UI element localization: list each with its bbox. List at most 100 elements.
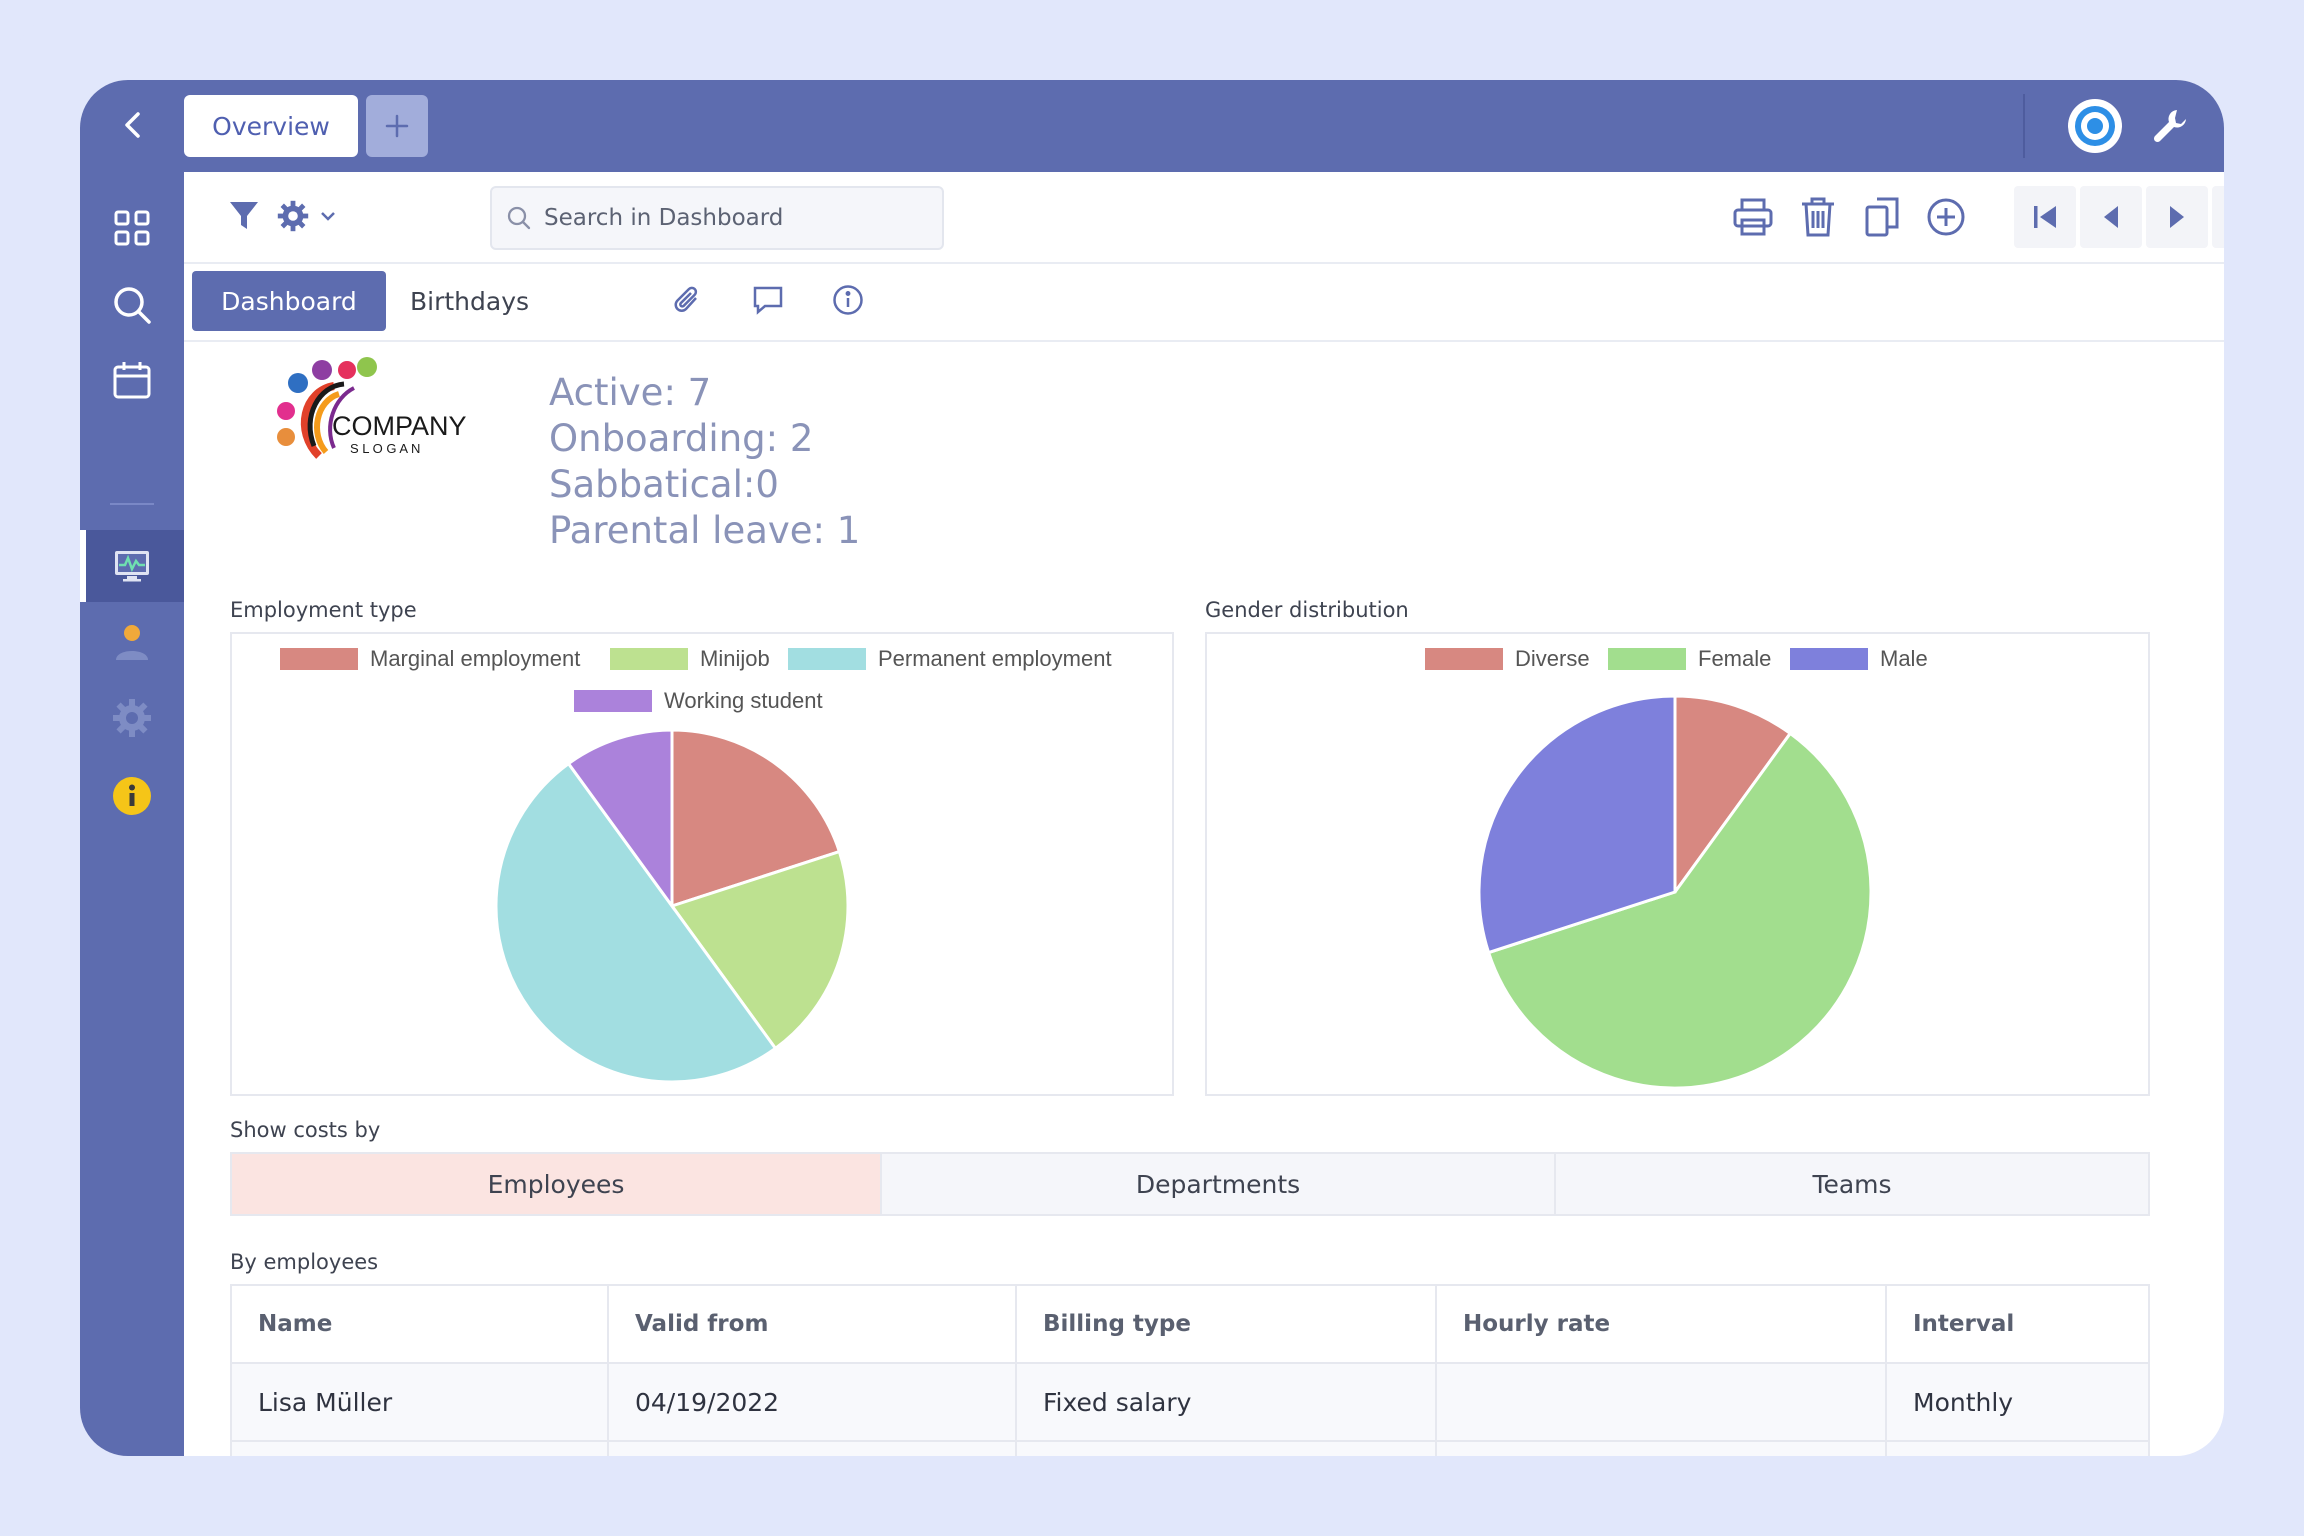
- legend-item-diverse[interactable]: Diverse: [1425, 646, 1590, 672]
- info-circle-icon: [833, 285, 863, 315]
- company-logo: COMPANY S L O G A N: [264, 356, 474, 486]
- first-record-button[interactable]: [2014, 186, 2076, 248]
- paperclip-icon: [674, 286, 698, 312]
- print-button[interactable]: [1730, 194, 1776, 240]
- tab-overview[interactable]: Overview: [184, 95, 358, 157]
- pie-slice-diverse[interactable]: [1673, 694, 1793, 897]
- employment-chart-title: Employment type: [230, 598, 417, 622]
- printer-icon: [1733, 198, 1773, 236]
- column-header-name[interactable]: Name: [230, 1284, 609, 1364]
- cell-billing-type: [1015, 1440, 1437, 1456]
- comment-icon: [753, 286, 783, 315]
- pie-slice-working-student[interactable]: [566, 728, 674, 911]
- settings-dropdown-button[interactable]: [272, 194, 342, 238]
- column-header-hourly-rate[interactable]: Hourly rate: [1435, 1284, 1887, 1364]
- target-button[interactable]: [2067, 98, 2123, 154]
- stat-onboarding: Onboarding: 2: [549, 417, 814, 460]
- column-header-valid-from[interactable]: Valid from: [607, 1284, 1017, 1364]
- sub-tabs: Dashboard Birthdays: [184, 264, 2224, 342]
- comments-button[interactable]: [750, 282, 786, 318]
- legend-swatch: [1608, 648, 1686, 670]
- chevron-down-icon: [321, 212, 335, 221]
- sidebar-item-apps[interactable]: [80, 192, 184, 264]
- tab-dashboard[interactable]: Dashboard: [192, 271, 386, 331]
- table-row[interactable]: Lisa Müller 04/19/2022 Fixed salary Mont…: [230, 1362, 2150, 1442]
- gear-icon: [113, 699, 151, 737]
- pie-slice-permanent-employment[interactable]: [494, 761, 778, 1084]
- gear-icon: [277, 200, 309, 232]
- table-header-row: Name Valid from Billing type Hourly rate…: [230, 1284, 2150, 1364]
- by-employees-label: By employees: [230, 1250, 379, 1274]
- back-button[interactable]: [110, 102, 156, 148]
- sidebar-item-settings[interactable]: [80, 682, 184, 754]
- gender-pie: [1477, 694, 1873, 1090]
- pie-slice-marginal-employment[interactable]: [670, 728, 842, 909]
- delete-button[interactable]: [1795, 194, 1841, 240]
- cost-tab-employees[interactable]: Employees: [232, 1154, 880, 1214]
- tab-birthdays[interactable]: Birthdays: [410, 286, 530, 316]
- plus-icon: [385, 114, 409, 138]
- search-icon: [114, 287, 151, 324]
- gender-chart-title: Gender distribution: [1205, 598, 1409, 622]
- copy-button[interactable]: [1859, 194, 1905, 240]
- cell-valid-from: [607, 1440, 1017, 1456]
- trash-icon: [1802, 197, 1834, 237]
- settings-wrench-button[interactable]: [2146, 102, 2194, 150]
- topbar-divider: [2023, 94, 2025, 158]
- column-header-interval[interactable]: Interval: [1885, 1284, 2150, 1364]
- filter-button[interactable]: [224, 196, 264, 236]
- previous-record-button[interactable]: [2080, 186, 2142, 248]
- legend-item-female[interactable]: Female: [1608, 646, 1771, 672]
- cell-interval: Monthly: [1885, 1362, 2150, 1442]
- pie-slice-male[interactable]: [1477, 694, 1677, 955]
- cost-tab-teams[interactable]: Teams: [1554, 1154, 2148, 1214]
- legend-swatch: [1425, 648, 1503, 670]
- cell-interval: [1885, 1440, 2150, 1456]
- cell-name: [230, 1440, 609, 1456]
- sidebar-item-calendar[interactable]: [80, 344, 184, 416]
- legend-label: Female: [1698, 646, 1772, 671]
- add-button[interactable]: [1923, 194, 1969, 240]
- pie-slice-minijob[interactable]: [669, 849, 850, 1051]
- sidebar-item-employees[interactable]: [80, 606, 184, 678]
- search-input[interactable]: [544, 205, 924, 231]
- legend-label: Diverse: [1515, 646, 1590, 671]
- employment-pie: [494, 728, 850, 1084]
- last-record-button[interactable]: [2212, 186, 2224, 248]
- gender-distribution-chart: Diverse Female Male: [1205, 632, 2150, 1096]
- plus-circle-icon: [1927, 198, 1965, 236]
- employment-type-chart: Marginal employment Minijob Permanent em…: [230, 632, 1174, 1096]
- attachments-button[interactable]: [670, 282, 706, 318]
- arrow-left-icon: [2104, 206, 2118, 228]
- legend-swatch: [610, 648, 688, 670]
- legend-item-minijob[interactable]: Minijob: [610, 646, 770, 672]
- stat-active: Active: 7: [549, 371, 712, 414]
- pie-slice-female[interactable]: [1486, 731, 1873, 1090]
- add-tab-button[interactable]: [366, 95, 428, 157]
- sidebar-item-search[interactable]: [80, 269, 184, 341]
- legend-item-working-student[interactable]: Working student: [574, 688, 823, 714]
- column-header-billing-type[interactable]: Billing type: [1015, 1284, 1437, 1364]
- filter-icon: [230, 202, 258, 229]
- search-icon: [507, 206, 531, 230]
- toolbar: [184, 172, 2224, 264]
- next-record-button[interactable]: [2146, 186, 2208, 248]
- cell-hourly-rate: [1435, 1362, 1887, 1442]
- details-button[interactable]: [830, 282, 866, 318]
- legend-item-permanent[interactable]: Permanent employment: [788, 646, 1112, 672]
- cost-tab-departments[interactable]: Departments: [880, 1154, 1554, 1214]
- app-window: Overview: [80, 80, 2224, 1456]
- search-box[interactable]: [490, 186, 944, 250]
- legend-item-male[interactable]: Male: [1790, 646, 1928, 672]
- calendar-icon: [113, 362, 151, 399]
- target-icon: [2068, 99, 2122, 153]
- logo-company-text: COMPANY: [332, 411, 467, 441]
- skip-first-icon: [2034, 206, 2056, 228]
- legend-item-marginal[interactable]: Marginal employment: [280, 646, 580, 672]
- legend-swatch: [280, 648, 358, 670]
- sidebar-item-info[interactable]: [80, 760, 184, 832]
- show-costs-label: Show costs by: [230, 1118, 381, 1142]
- grid-icon: [114, 210, 150, 246]
- table-row[interactable]: [230, 1440, 2150, 1456]
- sidebar-item-dashboard[interactable]: [80, 530, 184, 602]
